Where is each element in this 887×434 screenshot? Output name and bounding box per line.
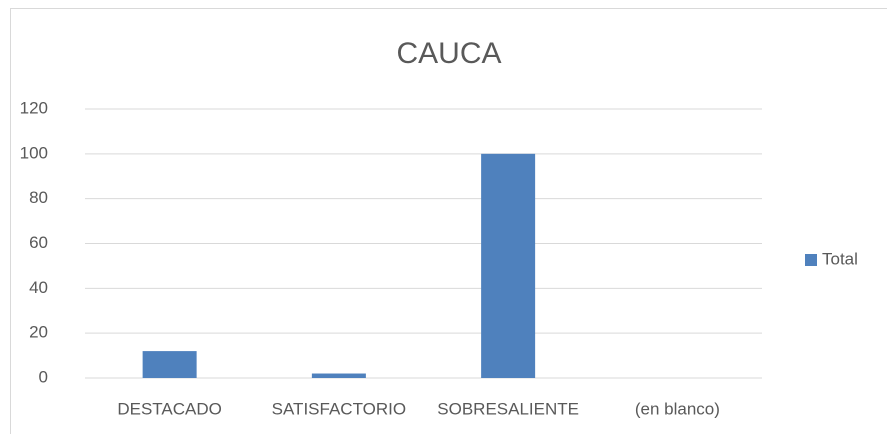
y-tick-label: 120 — [20, 98, 48, 117]
y-tick-label: 20 — [29, 323, 48, 342]
y-tick-label: 80 — [29, 188, 48, 207]
y-tick-label: 60 — [29, 233, 48, 252]
bar — [481, 153, 536, 378]
x-tick-label: SOBRESALIENTE — [437, 399, 579, 418]
legend-label: Total — [822, 249, 858, 268]
bar — [311, 373, 366, 378]
x-tick-label: DESTACADO — [117, 399, 222, 418]
chart-title: CAUCA — [396, 37, 501, 70]
legend-swatch — [805, 254, 817, 266]
x-tick-label: SATISFACTORIO — [272, 399, 406, 418]
y-tick-label: 100 — [20, 143, 48, 162]
y-tick-label: 0 — [39, 367, 48, 386]
y-tick-label: 40 — [29, 278, 48, 297]
x-tick-label: (en blanco) — [635, 399, 720, 418]
chart-border — [10, 8, 887, 434]
bar — [142, 351, 197, 378]
